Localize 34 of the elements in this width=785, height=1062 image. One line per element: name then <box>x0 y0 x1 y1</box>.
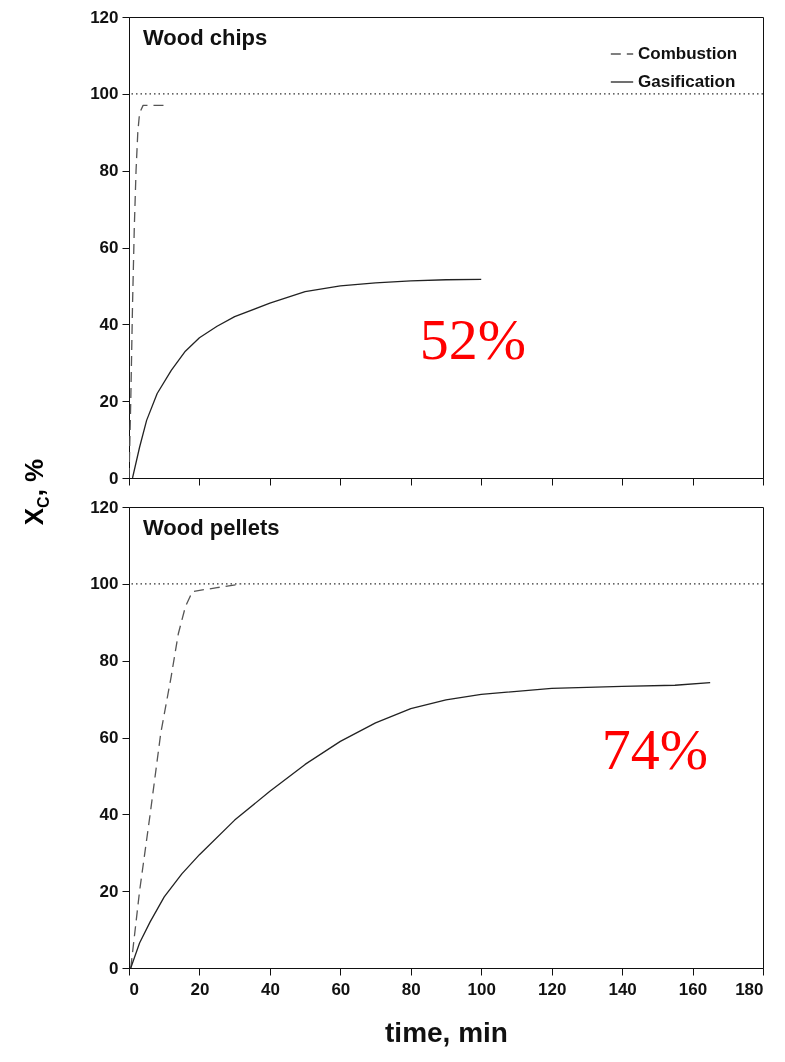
x-tick-label: 80 <box>401 979 421 999</box>
line-series <box>130 583 243 968</box>
y-tick-label: 100 <box>90 574 119 594</box>
x-axis-title: time, min <box>385 1016 508 1048</box>
chart-title: Wood chips <box>143 25 268 50</box>
chart-title: Wood pellets <box>143 515 280 540</box>
y-tick-label: 20 <box>99 881 119 901</box>
y-tick-label: 80 <box>99 651 119 671</box>
line-series <box>130 681 711 968</box>
x-tick-label: 40 <box>260 979 280 999</box>
x-tick-label: 160 <box>678 979 708 999</box>
legend-label: Combustion <box>638 44 738 63</box>
y-tick-label: 60 <box>99 238 119 257</box>
y-tick-label: 120 <box>90 7 119 27</box>
x-tick-label: 180 <box>735 979 764 999</box>
y-tick-label: 100 <box>90 84 119 104</box>
x-tick-label: 140 <box>608 979 637 999</box>
y-tick-label: 20 <box>99 391 119 411</box>
x-tick-label: 20 <box>190 979 210 999</box>
x-tick-label: 60 <box>331 979 351 999</box>
y-tick-label: 120 <box>90 497 119 517</box>
y-tick-label: 0 <box>109 468 119 488</box>
y-tick-label: 0 <box>109 958 119 978</box>
y-tick-label: 60 <box>99 728 119 747</box>
legend-label: Gasification <box>638 72 736 91</box>
y-tick-label: 80 <box>99 161 119 181</box>
y-tick-label: 40 <box>99 804 119 824</box>
annotation: 52% <box>419 307 527 372</box>
x-tick-label: 120 <box>537 979 567 999</box>
line-series <box>129 104 165 478</box>
annotation: 74% <box>601 717 709 782</box>
x-tick-label: 100 <box>467 979 496 999</box>
y-tick-label: 40 <box>99 314 119 334</box>
x-tick-label: 0 <box>129 979 139 999</box>
